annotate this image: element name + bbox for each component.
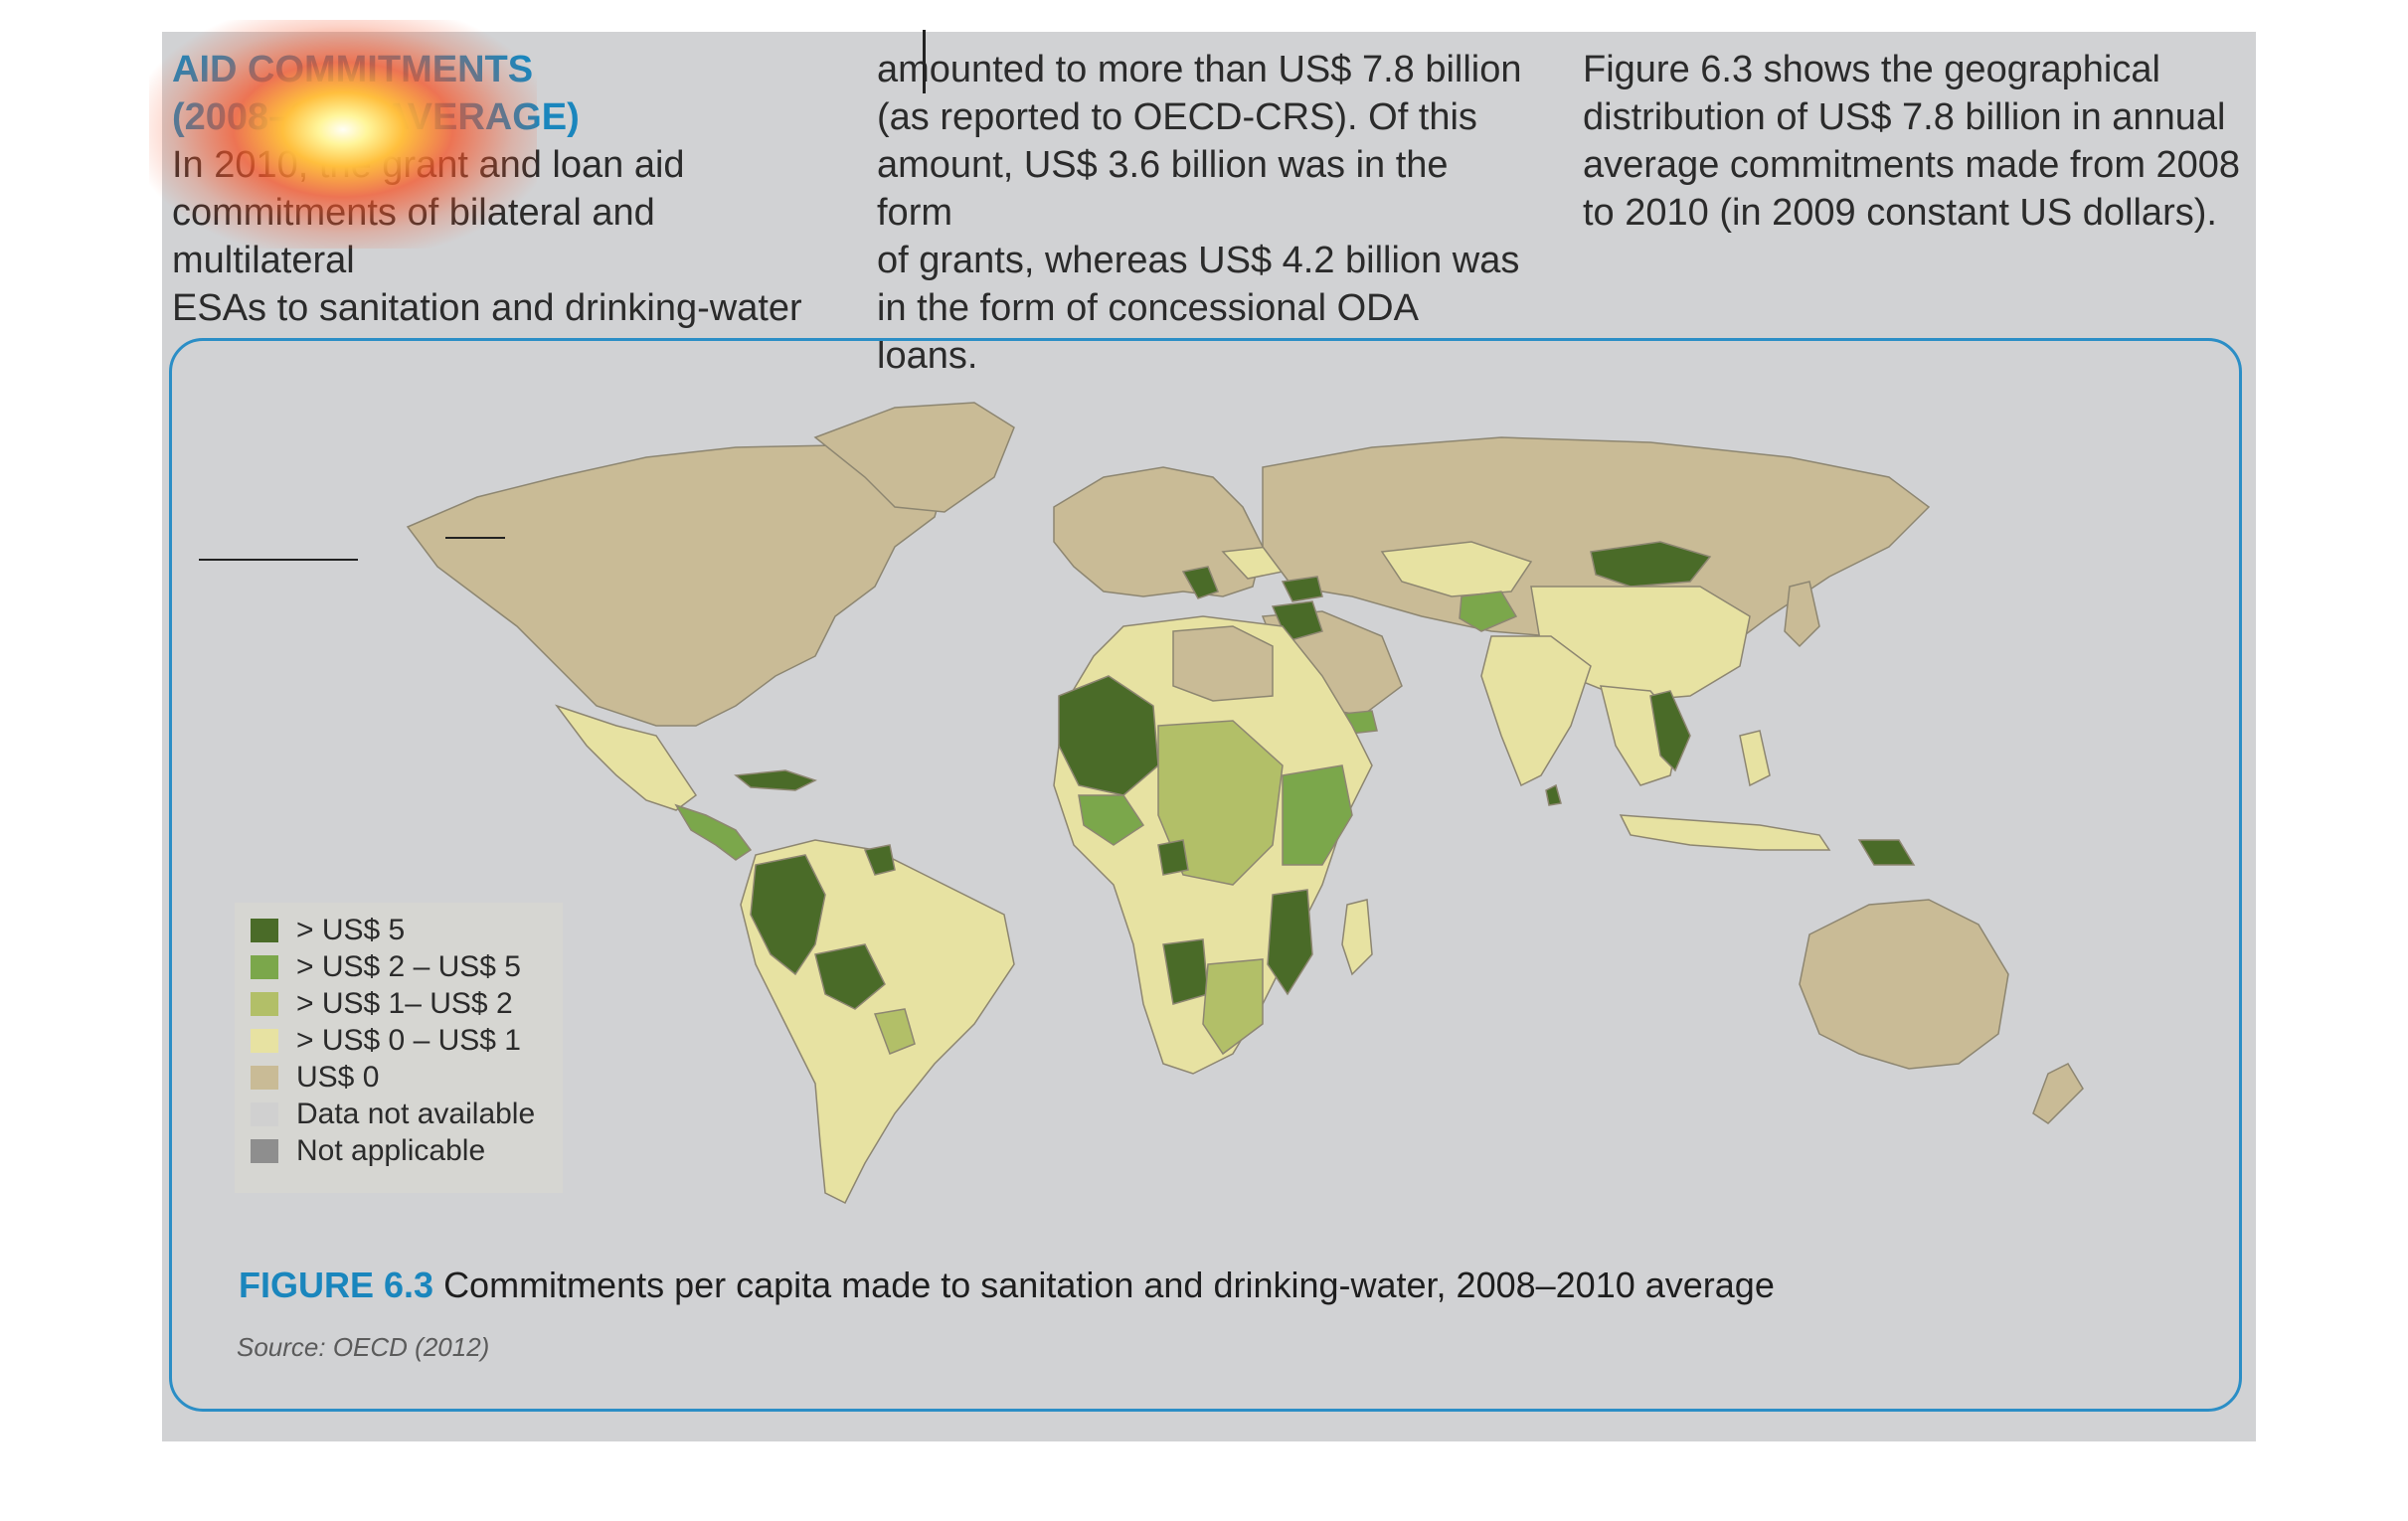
section-heading-line-2: (2008–2010 AVERAGE) [172,96,580,138]
annotation-line [199,559,358,561]
body-line: in the form of concessional ODA loans. [877,287,1417,377]
region-india [1480,635,1592,787]
legend-item: Not applicable [251,1133,485,1169]
figure-caption-text: Commitments per capita made to sanitatio… [443,1265,1775,1305]
world-map [406,402,2084,1205]
legend-item: > US$ 1– US$ 2 [251,986,513,1022]
legend-swatch [251,1029,278,1053]
legend-item: > US$ 5 [251,913,405,948]
landmass-mexico [554,704,698,811]
body-line: amounted to more than US$ 7.8 billion [877,49,1522,90]
legend-swatch [251,992,278,1016]
region-indonesia [1619,814,1831,851]
region-guyana [863,844,896,876]
body-line: Figure 6.3 shows the geographical [1583,49,2160,90]
legend-swatch [251,1102,278,1126]
region-paraguay [873,1008,916,1055]
legend-label: > US$ 5 [296,914,406,946]
legend-swatch [251,1066,278,1090]
landmass-caribbean [734,769,817,791]
landmass-australia [1799,899,2009,1070]
landmass-central-america [674,803,753,861]
body-line: ESAs to sanitation and drinking-water [172,287,802,329]
region-balkans [1181,566,1219,599]
region-madagascar [1341,899,1373,976]
intro-column-1: AID COMMITMENTS (2008–2010 AVERAGE) In 2… [172,46,848,332]
region-vietnam [1649,690,1691,772]
legend-swatch [251,955,278,979]
legend-label: Data not available [296,1098,536,1130]
region-sri-lanka [1545,783,1562,806]
region-sahel-west [1058,675,1159,796]
legend-swatch [251,1139,278,1163]
legend-item: Data not available [251,1097,535,1132]
figure-frame [169,338,2242,1412]
region-papua-new-guinea [1857,839,1916,866]
region-gabon [1157,839,1189,876]
legend-label: US$ 0 [296,1061,380,1094]
region-southern-africa [1202,958,1264,1056]
landmass-north-america [406,444,946,727]
map-legend: > US$ 5 > US$ 2 – US$ 5 > US$ 1– US$ 2 >… [235,903,563,1193]
legend-label: Not applicable [296,1134,486,1167]
region-mongolia [1590,541,1712,588]
region-philippines [1739,730,1771,787]
annotation-line [445,537,505,539]
region-japan [1784,581,1820,648]
landmass-greenland [813,402,1015,513]
section-heading-line-1: AID COMMITMENTS [172,49,534,90]
body-line: to 2010 (in 2009 constant US dollars). [1583,192,2217,234]
legend-swatch [251,919,278,942]
figure-label: FIGURE 6.3 [239,1265,434,1305]
region-mozambique [1267,889,1313,996]
legend-label: > US$ 0 – US$ 1 [296,1024,521,1057]
body-line: (as reported to OECD-CRS). Of this [877,96,1477,138]
legend-label: > US$ 2 – US$ 5 [296,950,521,983]
landmass-new-zealand [2032,1063,2084,1124]
landmass-europe [1053,466,1264,597]
body-line: commitments of bilateral and multilatera… [172,192,655,281]
region-east-africa [1282,764,1353,866]
legend-label: > US$ 1– US$ 2 [296,987,513,1020]
body-line: distribution of US$ 7.8 billion in annua… [1583,96,2226,138]
legend-item: US$ 0 [251,1060,379,1096]
region-peru-colombia [750,854,826,976]
region-caucasus [1281,576,1323,602]
body-line: of grants, whereas US$ 4.2 billion was [877,240,1520,281]
region-bolivia [814,943,886,1010]
body-line: amount, US$ 3.6 billion was in the form [877,144,1449,234]
intro-column-2: amounted to more than US$ 7.8 billion (a… [877,46,1523,380]
text-cursor [923,30,926,93]
region-afghanistan [1459,591,1518,632]
region-west-coast [1078,794,1145,846]
legend-item: > US$ 0 – US$ 1 [251,1023,521,1059]
source-note: Source: OECD (2012) [237,1332,490,1362]
intro-column-3: Figure 6.3 shows the geographical distri… [1583,46,2259,237]
figure-caption: FIGURE 6.3 Commitments per capita made to… [239,1265,1775,1306]
body-line: In 2010, the grant and loan aid [172,144,685,186]
body-line: average commitments made from 2008 [1583,144,2241,186]
region-central-asia [1380,541,1533,597]
legend-item: > US$ 2 – US$ 5 [251,949,521,985]
landmass-asia [1262,436,1931,657]
region-north-africa [1172,625,1274,702]
region-central-africa [1157,720,1284,886]
